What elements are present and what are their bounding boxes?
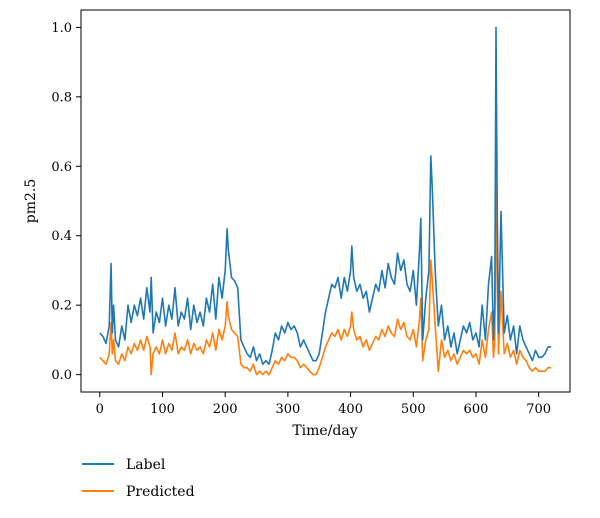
y-tick-label: 0.8 bbox=[51, 90, 72, 105]
x-tick-label: 500 bbox=[401, 402, 426, 417]
x-tick-label: 0 bbox=[96, 402, 104, 417]
legend-text-predicted: Predicted bbox=[126, 484, 195, 500]
x-tick-label: 300 bbox=[275, 402, 300, 417]
y-axis-title: pm2.5 bbox=[23, 179, 39, 224]
series-line-predicted bbox=[99, 182, 552, 376]
x-tick-label: 100 bbox=[150, 402, 175, 417]
x-tick-label: 600 bbox=[464, 402, 489, 417]
y-tick-label: 0.4 bbox=[51, 229, 72, 244]
x-axis-title: Time/day bbox=[292, 423, 357, 439]
y-tick-label: 0.0 bbox=[51, 368, 72, 383]
legend: Label Predicted bbox=[82, 457, 195, 500]
y-tick-label: 0.2 bbox=[51, 299, 72, 314]
x-tick-label: 200 bbox=[213, 402, 238, 417]
x-axis: 0 100 200 300 400 500 600 700 bbox=[96, 392, 551, 417]
legend-text-label: Label bbox=[126, 457, 166, 473]
x-tick-label: 400 bbox=[338, 402, 363, 417]
series-layer bbox=[99, 26, 552, 376]
x-tick-label: 700 bbox=[526, 402, 551, 417]
series-line-label bbox=[99, 26, 552, 366]
plot-frame bbox=[80, 9, 571, 393]
y-tick-label: 0.6 bbox=[51, 160, 72, 175]
y-axis: 0.0 0.2 0.4 0.6 0.8 1.0 bbox=[51, 21, 81, 383]
y-tick-label: 1.0 bbox=[51, 21, 72, 36]
